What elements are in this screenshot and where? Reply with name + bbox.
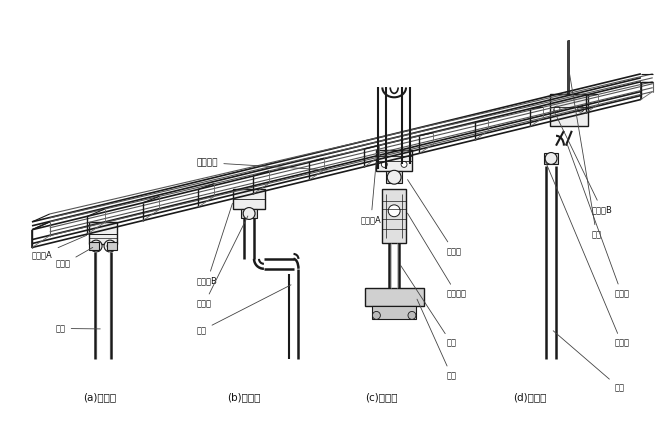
Circle shape (554, 106, 560, 112)
Text: (c)方式三: (c)方式三 (366, 393, 398, 402)
Text: 钢管: 钢管 (400, 265, 456, 348)
Bar (233, 189, 265, 209)
Bar (386, 171, 402, 183)
Circle shape (408, 311, 416, 319)
Circle shape (381, 162, 387, 168)
Text: 钢管: 钢管 (56, 324, 100, 333)
Bar (550, 94, 588, 126)
Circle shape (90, 240, 102, 252)
Text: 管接头: 管接头 (197, 216, 248, 308)
Bar (89, 222, 117, 244)
Text: 钢管: 钢管 (553, 331, 624, 392)
Text: 管接头: 管接头 (56, 247, 92, 269)
Circle shape (387, 170, 401, 184)
Bar (372, 305, 416, 319)
Text: 固定架B: 固定架B (197, 203, 233, 286)
Text: (b)方式二: (b)方式二 (227, 393, 261, 402)
Text: 钢管: 钢管 (197, 285, 291, 335)
Circle shape (388, 205, 400, 217)
Text: 管接头: 管接头 (408, 180, 462, 256)
Bar (364, 288, 424, 305)
Circle shape (401, 162, 407, 168)
Bar (241, 209, 257, 218)
Circle shape (545, 153, 557, 165)
Circle shape (372, 311, 380, 319)
Circle shape (107, 243, 113, 249)
Circle shape (243, 208, 255, 220)
Text: 电缆桥架: 电缆桥架 (197, 158, 327, 170)
Text: 固定架A: 固定架A (360, 162, 381, 224)
Bar (107, 242, 117, 250)
Text: 开关底座: 开关底座 (408, 213, 466, 298)
Bar (544, 153, 558, 165)
Bar (89, 242, 99, 250)
Text: 管接头: 管接头 (545, 161, 629, 348)
Text: 管座: 管座 (417, 299, 456, 380)
Circle shape (93, 243, 99, 249)
Circle shape (104, 240, 116, 252)
Text: 固定架B: 固定架B (553, 110, 612, 214)
Text: 吊杆: 吊杆 (569, 72, 602, 239)
Circle shape (578, 106, 584, 112)
Text: (d)方式四: (d)方式四 (513, 393, 546, 402)
Text: 管弯头: 管弯头 (567, 143, 629, 298)
Text: 固定架A: 固定架A (32, 235, 86, 259)
Bar (382, 189, 406, 243)
Text: (a)方式一: (a)方式一 (83, 393, 116, 402)
Bar (376, 150, 412, 171)
